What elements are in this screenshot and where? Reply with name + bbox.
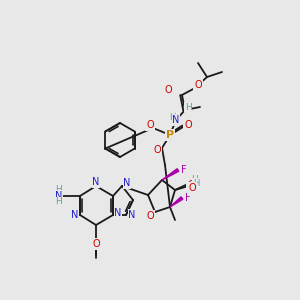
Text: H: H <box>193 178 199 188</box>
Text: N: N <box>114 208 122 218</box>
Text: H: H <box>192 176 198 184</box>
Text: H: H <box>55 185 62 194</box>
Text: H: H <box>169 112 176 122</box>
Text: N: N <box>55 191 63 201</box>
Text: N: N <box>71 210 79 220</box>
Text: O: O <box>194 80 202 90</box>
Text: O: O <box>164 85 172 95</box>
Text: N: N <box>92 177 100 187</box>
Text: N: N <box>128 210 136 220</box>
Text: N: N <box>123 178 131 188</box>
Text: F: F <box>181 165 187 175</box>
Text: H: H <box>184 103 191 112</box>
Text: O: O <box>187 180 195 190</box>
Polygon shape <box>170 197 183 207</box>
Text: O: O <box>92 239 100 249</box>
Text: O: O <box>146 120 154 130</box>
Text: O: O <box>188 183 196 193</box>
Text: N: N <box>172 115 180 125</box>
Text: O: O <box>153 145 161 155</box>
Text: P: P <box>166 130 174 140</box>
Text: F: F <box>185 193 191 203</box>
Text: H: H <box>56 197 62 206</box>
Polygon shape <box>162 169 179 180</box>
Text: O: O <box>146 211 154 221</box>
Text: O: O <box>184 120 192 130</box>
